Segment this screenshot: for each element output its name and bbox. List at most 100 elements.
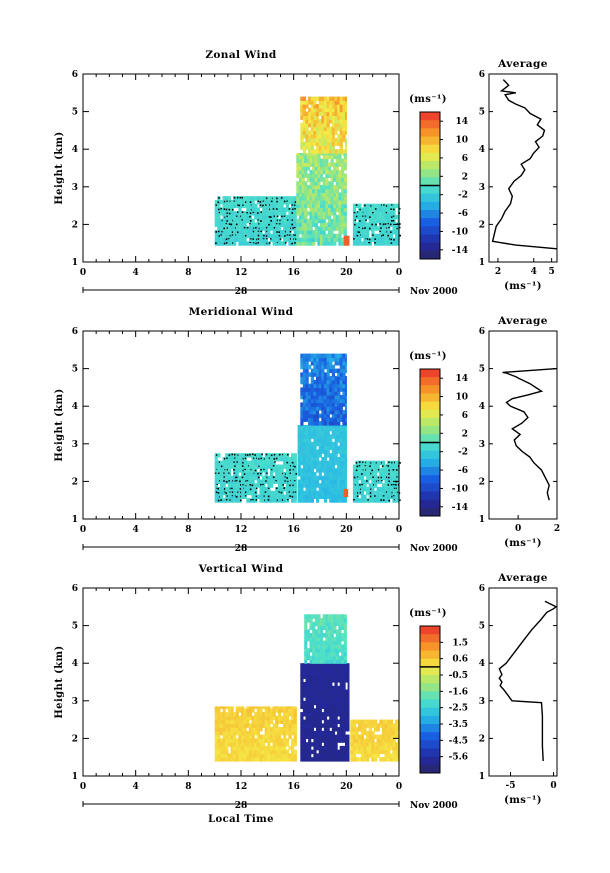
heatmap-cell: [233, 715, 237, 721]
heatmap-cell: [316, 391, 320, 396]
heatmap-cell: [259, 494, 263, 499]
heatmap-cell: [222, 749, 226, 755]
heatmap-cell: [314, 153, 318, 156]
heatmap-cell: [217, 734, 221, 739]
heatmap-cell: [360, 464, 364, 469]
heatmap-cell: [345, 727, 349, 732]
contour-speck: [283, 487, 285, 489]
heatmap-cell: [326, 364, 330, 370]
heatmap-cell: [322, 200, 326, 205]
heatmap-cell: [395, 233, 399, 239]
contour-speck: [268, 242, 271, 244]
heatmap-cell: [262, 479, 266, 484]
heatmap-cell: [310, 137, 314, 143]
heatmap-cell: [300, 364, 304, 370]
heatmap-cell: [338, 162, 342, 167]
heatmap-cell: [293, 483, 297, 488]
heatmap-cell: [304, 196, 308, 201]
heatmap-cell: [323, 104, 328, 109]
heatmap-cell: [327, 211, 332, 216]
heatmap-cell: [320, 233, 324, 239]
heatmap-cell: [384, 479, 388, 484]
heatmap-cell: [256, 745, 260, 751]
contour-speck: [356, 234, 359, 237]
heatmap-cell: [285, 483, 289, 488]
heatmap-cell: [300, 704, 304, 709]
heatmap-cell: [358, 233, 362, 239]
heatmap-cell: [321, 417, 325, 422]
heatmap-cell: [222, 218, 226, 224]
heatmap-cell: [297, 426, 301, 432]
heatmap-cell: [392, 723, 396, 728]
heatmap-cell: [329, 468, 333, 473]
heatmap-cell: [304, 192, 308, 197]
heatmap-cell: [320, 644, 324, 649]
contour-speck: [218, 197, 220, 199]
heatmap-cell: [302, 394, 307, 400]
heatmap-cell: [219, 749, 224, 755]
heatmap-cell: [366, 211, 370, 216]
heatmap-cell: [338, 618, 342, 623]
heatmap-cell: [225, 706, 229, 709]
contour-speck: [265, 204, 267, 206]
heatmap-cell: [272, 196, 276, 201]
heatmap-cell: [358, 211, 362, 216]
heatmap-cell: [262, 207, 266, 212]
heatmap-cell: [280, 222, 284, 227]
heatmap-cell: [395, 727, 399, 732]
region-afternoon-core: [296, 153, 347, 246]
heatmap-cell: [363, 222, 367, 227]
heatmap-cell: [305, 475, 309, 481]
heatmap-cell: [233, 742, 237, 747]
contour-speck: [369, 465, 371, 467]
contour-speck: [380, 476, 383, 479]
heatmap-cell: [337, 708, 341, 713]
heatmap-cell: [304, 633, 308, 638]
contour-speck: [292, 208, 294, 210]
contour-speck: [223, 476, 226, 478]
heatmap-cell: [313, 383, 317, 388]
heatmap-cell: [389, 475, 393, 481]
heatmap-cell: [308, 449, 312, 454]
heatmap-cell: [376, 237, 380, 242]
heatmap-cell: [264, 237, 268, 242]
heatmap-cell: [335, 169, 339, 175]
heatmap-cell: [321, 697, 325, 702]
heatmap-cell: [343, 625, 347, 630]
contour-speck: [220, 233, 222, 236]
heatmap-cell: [342, 468, 346, 473]
heatmap-cell: [318, 678, 322, 683]
heatmap-cell: [227, 479, 231, 484]
heatmap-cell: [300, 678, 304, 683]
heatmap-cell: [343, 226, 347, 231]
heatmap-cell: [326, 464, 330, 469]
heatmap-cell: [233, 222, 237, 227]
colorbar-tick-label: 14: [455, 374, 468, 384]
heatmap-cell: [308, 417, 312, 422]
heatmap-cell: [331, 475, 335, 481]
heatmap-cell: [235, 753, 239, 758]
contour-speck: [223, 208, 226, 210]
heatmap-cell: [317, 629, 321, 634]
heatmap-cell: [326, 708, 330, 713]
heatmap-cell: [248, 749, 253, 755]
contour-speck: [249, 215, 251, 218]
heatmap-cell: [308, 398, 312, 404]
contour-speck: [249, 220, 252, 222]
heatmap-cell: [323, 364, 328, 370]
heatmap-cell: [280, 453, 284, 458]
heatmap-cell: [264, 723, 268, 728]
contour-speck: [261, 453, 263, 456]
heatmap-cell: [342, 693, 346, 698]
heatmap-cell: [355, 730, 359, 736]
heatmap-cell: [302, 738, 307, 743]
contour-speck: [250, 237, 252, 240]
contour-speck: [284, 475, 287, 478]
heatmap-cell: [230, 237, 234, 242]
heatmap-cell: [368, 218, 372, 224]
heatmap-cell: [320, 200, 324, 205]
heatmap-cell: [337, 730, 341, 736]
heatmap-cell: [251, 719, 255, 724]
heatmap-cell: [345, 137, 347, 143]
